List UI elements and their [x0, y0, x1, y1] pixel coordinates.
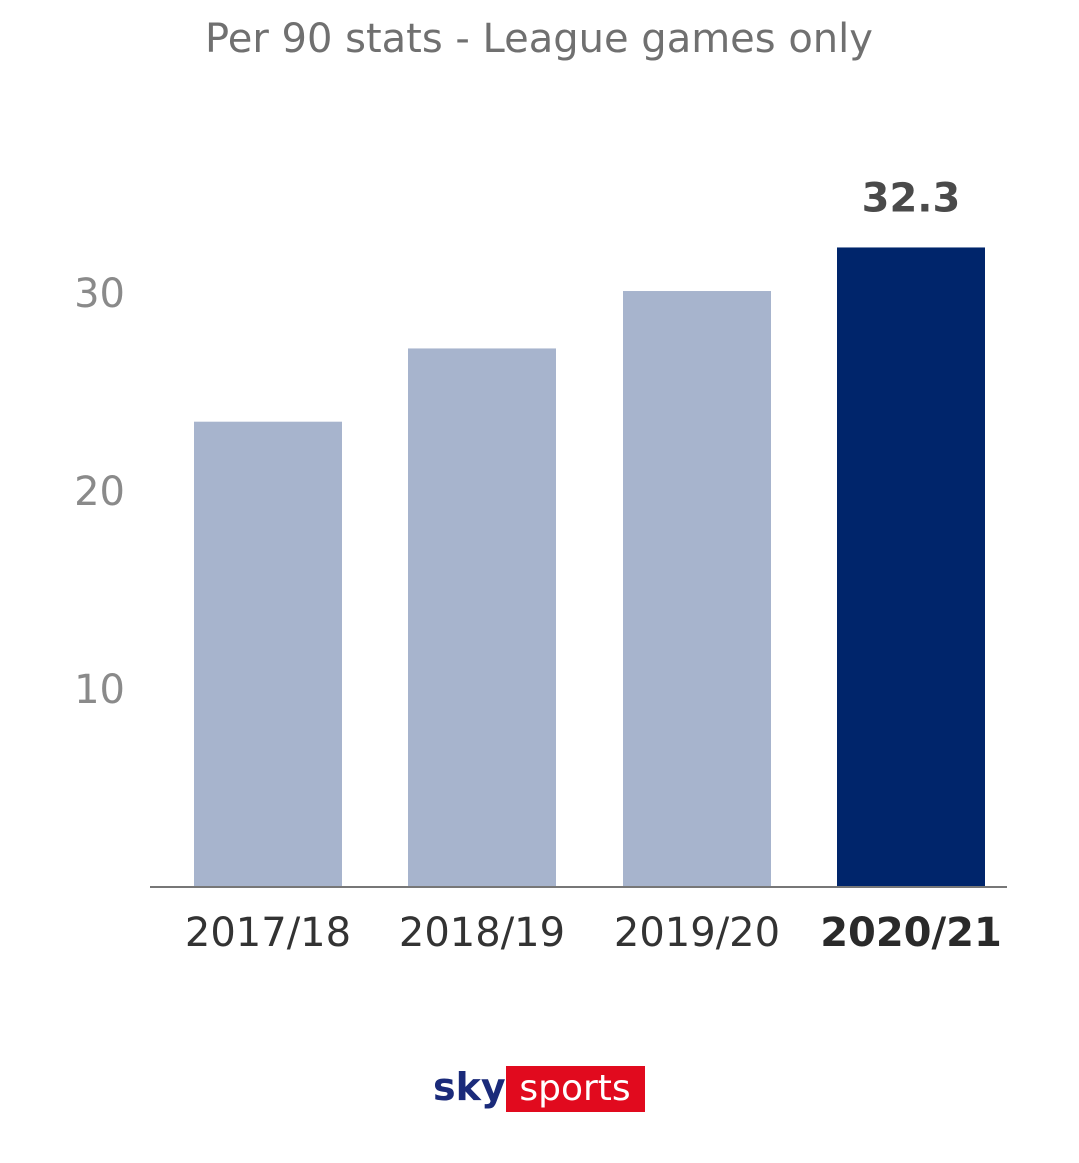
y-tick-label: 30	[74, 271, 125, 317]
x-tick-label: 2017/18	[185, 910, 351, 956]
logo-sky-text: sky	[433, 1065, 506, 1109]
y-tick-label: 20	[74, 469, 125, 515]
y-tick-label: 10	[74, 667, 125, 713]
chart-title: Per 90 stats - League games only	[205, 16, 873, 62]
bar-2020-21	[837, 247, 985, 887]
bar-2017-18	[194, 421, 342, 887]
y-axis-ticks: 10 20 30	[74, 271, 125, 713]
logo-sports-badge	[506, 1066, 645, 1112]
x-tick-label: 2020/21	[820, 910, 1002, 956]
bar-2019-20	[623, 291, 771, 887]
x-tick-label: 2019/20	[614, 910, 780, 956]
sky-sports-logo: sky sports	[433, 1065, 645, 1112]
bar-2018-19	[408, 348, 556, 887]
bars	[194, 247, 985, 887]
data-labels: 32.3	[862, 175, 961, 221]
x-tick-label: 2018/19	[399, 910, 565, 956]
logo-sports-text: sports	[519, 1068, 630, 1109]
data-label: 32.3	[862, 175, 961, 221]
x-axis-ticks: 2017/18 2018/19 2019/20 2020/21	[185, 910, 1002, 956]
